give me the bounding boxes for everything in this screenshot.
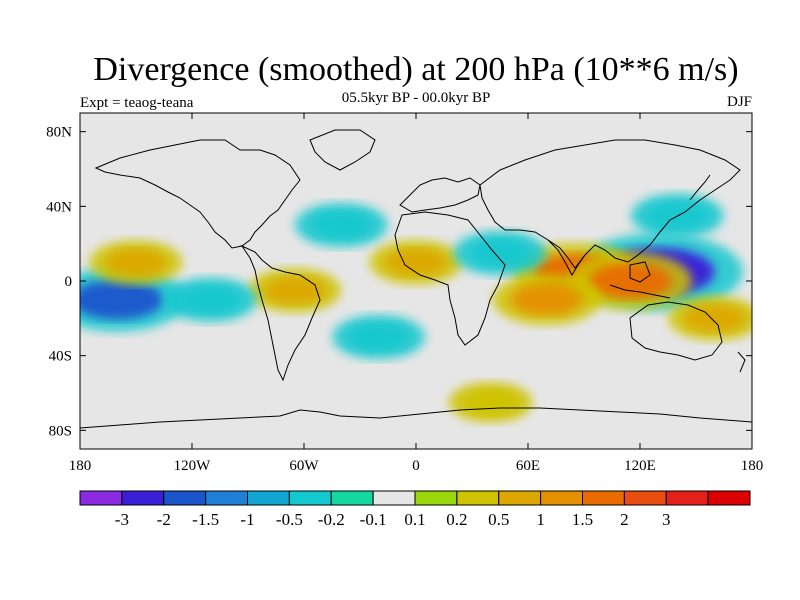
field-core: [589, 263, 672, 299]
colorbar-swatch: [121, 490, 165, 506]
field-core: [347, 323, 410, 351]
field-core: [462, 389, 519, 416]
colorbar-label: 1: [536, 510, 545, 529]
colorbar-swatch: [79, 490, 123, 506]
colorbar-swatch: [247, 490, 290, 506]
coast-asia: [479, 139, 741, 269]
experiment-label: Expt = teaog-teana: [80, 95, 194, 111]
colorbar-swatch: [288, 490, 332, 506]
lon-tick-label: 120W: [174, 458, 212, 474]
field-core: [683, 304, 746, 333]
lon-tick-label: 120E: [624, 458, 656, 474]
coast-greenland: [309, 129, 376, 171]
lon-tick-label: 180: [69, 458, 92, 474]
colorbar-label: -3: [115, 510, 129, 529]
colorbar-swatch: [330, 490, 374, 506]
colorbar-label: -0.1: [360, 510, 387, 529]
colorbar: [79, 490, 751, 506]
colorbar-swatch: [205, 490, 248, 506]
axis-tick-labels: 180 120W 60W 0 60E 120E 180 80N 40N 0 40S 80S: [46, 125, 763, 474]
field-core: [263, 276, 326, 305]
lat-tick-label: 40S: [49, 349, 72, 365]
colorbar-label: -1: [240, 510, 254, 529]
coastlines: [80, 129, 752, 429]
lat-tick-label: 80S: [49, 423, 72, 439]
lon-tick-label: 180: [741, 458, 764, 474]
coast-borneo: [629, 261, 651, 283]
coast-new-zealand: [737, 351, 746, 373]
lat-tick-label: 0: [65, 274, 73, 290]
lat-tick-label: 40N: [46, 199, 72, 215]
coast-australia: [629, 301, 723, 361]
coast-north-america: [94, 139, 301, 249]
field-core: [510, 283, 583, 316]
field-core: [179, 285, 242, 314]
chart-title: Divergence (smoothed) at 200 hPa (10**6 …: [93, 51, 739, 88]
colorbar-swatch: [665, 490, 709, 506]
colorbar-label: 0.2: [446, 510, 467, 529]
colorbar-label: 0.1: [404, 510, 425, 529]
colorbar-swatch: [707, 490, 751, 506]
colorbar-label: 0.5: [488, 510, 509, 529]
colorbar-swatch: [540, 490, 583, 506]
colorbar-label: 2: [620, 510, 629, 529]
lon-tick-label: 60E: [516, 458, 540, 474]
axis-ticks: [79, 113, 753, 449]
colorbar-label: 3: [662, 510, 671, 529]
divergence-field: [80, 193, 752, 423]
colorbar-swatch: [623, 490, 667, 506]
chart-subtitle: 05.5kyr BP - 00.0kyr BP: [341, 90, 491, 106]
colorbar-label: -1.5: [192, 510, 219, 529]
coast-antarctica: [80, 407, 752, 429]
colorbar-swatch: [582, 490, 625, 506]
coast-japan: [689, 174, 711, 201]
lon-tick-label: 0: [412, 458, 420, 474]
colorbar-swatch: [163, 490, 207, 506]
field-core: [469, 239, 531, 267]
colorbar-swatch: [372, 490, 416, 506]
colorbar-label: 1.5: [572, 510, 593, 529]
coast-africa: [394, 211, 506, 346]
colorbar-swatch: [456, 490, 500, 506]
colorbar-labels: -3 -2 -1.5 -1 -0.5 -0.2 -0.1 0.1 0.2 0.5 1 1.5 2 3: [115, 510, 671, 529]
field-core: [80, 279, 164, 320]
colorbar-swatch: [414, 490, 458, 506]
colorbar-swatch: [498, 490, 542, 506]
season-label: DJF: [726, 94, 752, 110]
field-core: [105, 248, 167, 277]
coast-south-america: [240, 244, 321, 382]
colorbar-label: -0.2: [318, 510, 345, 529]
field-core: [310, 211, 373, 239]
coast-indonesia: [609, 284, 671, 299]
lon-tick-label: 60W: [289, 458, 319, 474]
colorbar-label: -2: [157, 510, 171, 529]
coast-india: [547, 239, 586, 277]
colorbar-label: -0.5: [276, 510, 303, 529]
lat-tick-label: 80N: [46, 125, 72, 141]
